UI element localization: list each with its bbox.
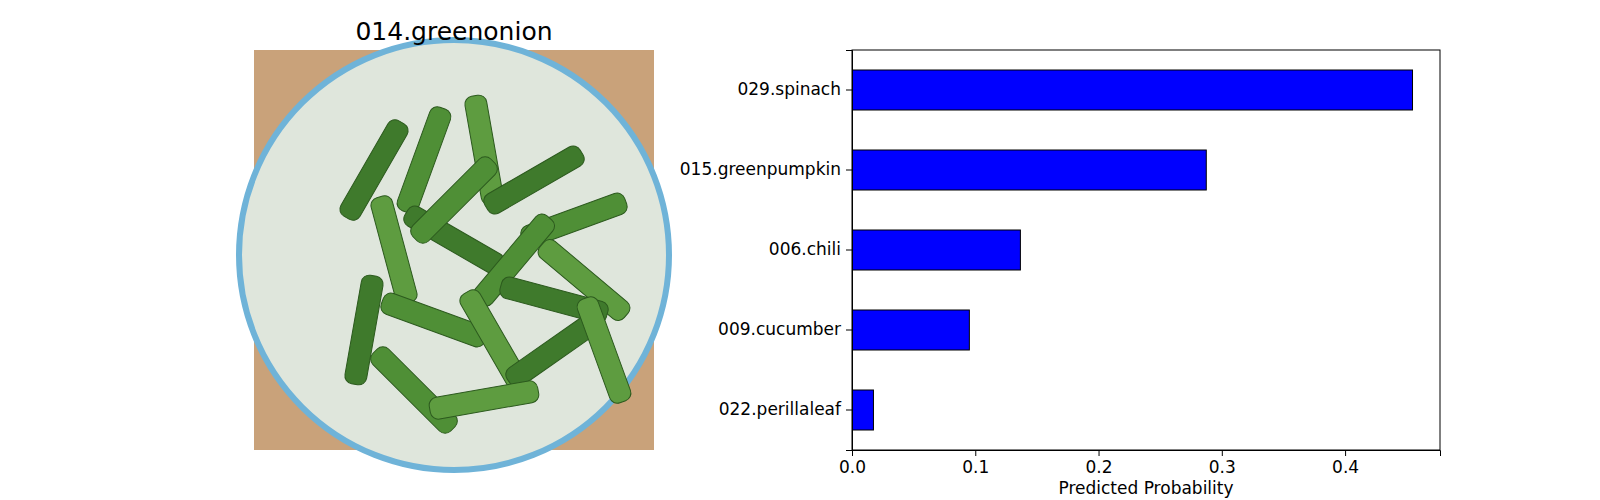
y-tick: 009.cucumber	[718, 319, 852, 339]
x-tick-label: 0.2	[1086, 457, 1113, 477]
y-tick-label: 029.spinach	[737, 79, 841, 99]
y-tick: 022.perillaleaf	[719, 399, 852, 419]
x-tick-mark	[1099, 450, 1100, 456]
photo-piece	[575, 295, 633, 406]
x-axis-title: Predicted Probability	[1058, 478, 1233, 498]
y-tick-label: 006.chili	[769, 239, 841, 259]
x-tick: 0.1	[962, 450, 989, 477]
x-tick-mark	[975, 450, 976, 456]
x-tick: 0.3	[1209, 450, 1236, 477]
x-tick-mark	[1345, 450, 1346, 456]
x-tick: 0.0	[839, 450, 866, 477]
x-tick-label: 0.1	[962, 457, 989, 477]
y-tick: 015.greenpumpkin	[680, 159, 852, 179]
y-tick-mark	[846, 90, 852, 91]
y-tick-label: 022.perillaleaf	[719, 399, 842, 419]
x-tick-mark	[1222, 450, 1223, 456]
bar	[852, 70, 1413, 110]
photo-piece	[407, 153, 500, 246]
x-tick: 0.4	[1332, 450, 1359, 477]
bars	[852, 70, 1413, 430]
bar	[852, 230, 1020, 270]
photo-bowl	[239, 40, 669, 470]
bar	[852, 150, 1206, 190]
canvas: 014.greenonion 0.0 0.1 0.2 0.3 0.4 029.spinach…	[0, 0, 1600, 500]
y-axis: 029.spinach 015.greenpumpkin 006.chili 009.…	[680, 51, 853, 451]
image-title: 014.greenonion	[355, 17, 552, 46]
y-tick-mark	[846, 330, 852, 331]
photo	[239, 40, 669, 470]
x-tick-label: 0.0	[839, 457, 866, 477]
photo-content	[337, 94, 633, 437]
bar	[852, 310, 969, 350]
y-tick-mark	[846, 410, 852, 411]
plot-frame	[852, 50, 1440, 450]
photo-piece	[367, 343, 460, 436]
y-tick: 006.chili	[769, 239, 852, 259]
y-tick-label: 009.cucumber	[718, 319, 841, 339]
photo-piece	[428, 380, 540, 421]
x-axis: 0.0 0.1 0.2 0.3 0.4	[839, 450, 1441, 477]
x-tick: 0.2	[1086, 450, 1113, 477]
y-axis-line	[846, 51, 853, 451]
x-axis-line	[853, 451, 1441, 457]
x-tick-label: 0.3	[1209, 457, 1236, 477]
y-tick: 029.spinach	[737, 79, 852, 99]
photo-piece	[481, 143, 587, 217]
bar	[852, 390, 873, 430]
y-tick-label: 015.greenpumpkin	[680, 159, 841, 179]
y-tick-mark	[846, 170, 852, 171]
y-tick-mark	[846, 250, 852, 251]
x-tick-label: 0.4	[1332, 457, 1359, 477]
